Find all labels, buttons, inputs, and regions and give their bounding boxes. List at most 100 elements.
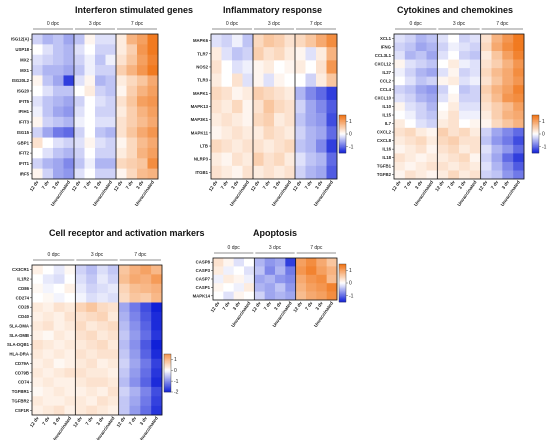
colorbar-segment [339, 131, 346, 134]
heatmap-cell [295, 73, 306, 88]
colorbar-segment [339, 144, 346, 146]
group-header: 7 dpc [134, 252, 147, 258]
colorbar-tick-label: -2 [174, 390, 179, 396]
heatmap-cell [116, 85, 127, 97]
heatmap-cell [426, 51, 438, 60]
column-label: 3 dv [139, 415, 149, 426]
panel-title: Cell receptor and activation markers [49, 228, 205, 238]
heatmap-cell [118, 274, 130, 285]
colorbar-segment [339, 267, 346, 270]
row-label: CASP7 [196, 277, 211, 282]
heatmap-cell [213, 274, 224, 284]
heatmap-cell [116, 65, 127, 76]
heatmap-cell [306, 291, 317, 301]
heatmap-cell [151, 321, 163, 331]
heatmap-cell [305, 60, 317, 74]
heatmap-cell [97, 368, 109, 378]
heatmap-cell [105, 137, 117, 149]
heatmap-cell [53, 349, 65, 360]
heatmap-cell [118, 283, 130, 294]
heatmap-cell [126, 106, 138, 118]
row-label: IL7 [385, 121, 392, 126]
heatmap-cell [480, 161, 492, 171]
heatmap-cell [211, 165, 222, 180]
heatmap-cell [64, 340, 76, 350]
heatmap-cell [253, 139, 264, 153]
heatmap-cell [326, 266, 338, 276]
colorbar-tick-label: 1 [349, 268, 352, 274]
heatmap-cell [502, 170, 514, 180]
heatmap-cell [74, 65, 85, 76]
column-label: 12 dv [71, 179, 82, 192]
heatmap-cell [316, 99, 327, 114]
heatmap-cell [32, 368, 44, 378]
heatmap-cell [426, 85, 438, 95]
row-label: ISG15 [17, 130, 30, 135]
heatmap-cell [95, 44, 106, 56]
colorbar-segment [532, 126, 539, 128]
heatmap-cell [86, 265, 98, 275]
heatmap-cell [32, 330, 44, 341]
heatmap-cell [129, 330, 141, 341]
heatmap-cell [263, 99, 275, 114]
colorbar-segment [532, 136, 539, 139]
column-label: 3 dv [51, 179, 61, 190]
heatmap-cell [480, 59, 492, 69]
heatmap-cell [513, 34, 525, 43]
heatmap-cell [221, 152, 233, 167]
heatmap-cell [305, 126, 317, 140]
heatmap-cell [221, 47, 233, 61]
heatmap-cell [107, 405, 119, 416]
heatmap-cell [140, 386, 152, 397]
heatmap-cell [63, 96, 75, 107]
heatmap-cell [394, 85, 406, 95]
heatmap-cell [84, 85, 96, 97]
row-label: ITGB1 [195, 170, 208, 175]
heatmap-cell [469, 110, 481, 120]
heatmap-cell [448, 76, 460, 86]
colorbar-segment [339, 139, 346, 141]
heatmap-cell [147, 168, 159, 180]
heatmap-cell [95, 168, 106, 180]
heatmap-cell [394, 93, 406, 103]
heatmap-cell [105, 158, 117, 169]
heatmap-cell [253, 113, 264, 127]
colorbar-segment [339, 141, 346, 144]
heatmap-cell [253, 47, 264, 61]
heatmap-cell [469, 153, 481, 163]
heatmap-cell [242, 126, 254, 140]
heatmap-cell [326, 113, 338, 127]
heatmap-cell [105, 127, 117, 138]
heatmap-cell [305, 34, 317, 48]
heatmap-cell [53, 265, 65, 275]
heatmap-cell [233, 274, 245, 284]
heatmap-cell [74, 75, 85, 87]
heatmap-cell [64, 358, 76, 369]
heatmap-cell [491, 127, 503, 137]
heatmap-cell [53, 283, 65, 294]
heatmap-cell [118, 377, 130, 388]
heatmap-cell [426, 93, 438, 103]
heatmap-cell [63, 137, 75, 149]
heatmap-cell [147, 127, 159, 138]
heatmap-cell [64, 349, 76, 360]
colorbar-segment [339, 126, 346, 128]
heatmap-cell [394, 153, 406, 163]
colorbar-segment [164, 355, 171, 357]
heatmap-cell [64, 330, 76, 341]
heatmap-cell [42, 158, 54, 169]
group-header: 7 dpc [131, 21, 144, 27]
heatmap-cell [118, 386, 130, 397]
heatmap-cell [480, 93, 492, 103]
heatmap-cell [316, 73, 327, 88]
row-label: CASP1 [196, 285, 211, 290]
heatmap-cell [107, 396, 119, 406]
colorbar-segment [339, 136, 346, 139]
heatmap-cell [53, 34, 64, 45]
heatmap-cell [86, 321, 98, 331]
colorbar-segment [164, 359, 171, 361]
colorbar-tick-label: 1 [174, 357, 177, 363]
heatmap-cell [404, 85, 416, 95]
heatmap-cell [107, 349, 119, 360]
group-header: 0 dpc [48, 252, 61, 258]
